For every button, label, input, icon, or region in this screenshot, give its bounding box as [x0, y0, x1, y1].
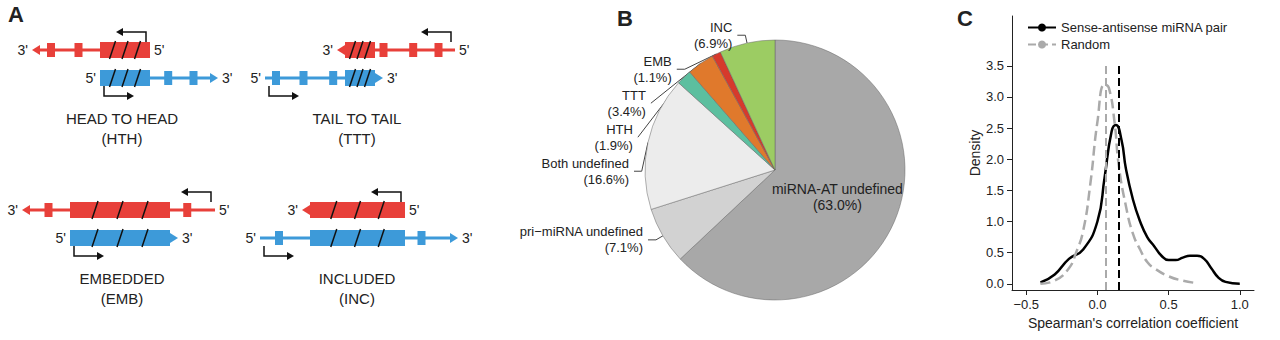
svg-text:3.5: 3.5 — [986, 58, 1004, 73]
svg-text:2.0: 2.0 — [986, 152, 1004, 167]
svg-text:(7.1%): (7.1%) — [605, 240, 643, 255]
svg-text:pri−miRNA undefined: pri−miRNA undefined — [520, 224, 643, 239]
svg-text:(HTH): (HTH) — [102, 130, 143, 147]
svg-text:5': 5' — [86, 70, 96, 86]
svg-text:INC: INC — [710, 20, 732, 35]
svg-text:3': 3' — [8, 202, 18, 218]
svg-text:3': 3' — [462, 230, 472, 246]
svg-text:B: B — [617, 6, 633, 31]
svg-text:Density: Density — [967, 130, 983, 177]
svg-text:5': 5' — [246, 230, 256, 246]
svg-text:(TTT): (TTT) — [338, 130, 375, 147]
svg-text:TAIL TO TAIL: TAIL TO TAIL — [313, 110, 402, 127]
svg-text:3': 3' — [18, 42, 28, 58]
svg-text:0.0: 0.0 — [986, 276, 1004, 291]
svg-text:5': 5' — [154, 42, 164, 58]
svg-text:miRNA-AT undefined: miRNA-AT undefined — [772, 181, 903, 197]
svg-text:Spearman's correlation coeffic: Spearman's correlation coefficient — [1028, 315, 1238, 331]
svg-text:HEAD TO HEAD: HEAD TO HEAD — [66, 110, 178, 127]
svg-text:(EMB): (EMB) — [101, 290, 144, 307]
svg-text:1.0: 1.0 — [986, 214, 1004, 229]
svg-text:(3.4%): (3.4%) — [608, 104, 646, 119]
svg-text:0.5: 0.5 — [1160, 297, 1178, 312]
svg-text:3': 3' — [323, 42, 333, 58]
svg-text:5': 5' — [251, 70, 261, 86]
svg-text:(1.1%): (1.1%) — [633, 70, 671, 85]
svg-text:5': 5' — [409, 202, 419, 218]
svg-text:Sense-antisense miRNA pair: Sense-antisense miRNA pair — [1061, 20, 1228, 35]
svg-text:(INC): (INC) — [339, 290, 375, 307]
svg-text:INCLUDED: INCLUDED — [319, 270, 396, 287]
svg-text:0.5: 0.5 — [986, 245, 1004, 260]
svg-text:3': 3' — [387, 70, 397, 86]
svg-text:Both undefined: Both undefined — [542, 156, 629, 171]
svg-text:EMBEDDED: EMBEDDED — [79, 270, 164, 287]
svg-text:5': 5' — [459, 42, 469, 58]
svg-text:1.0: 1.0 — [1231, 297, 1249, 312]
svg-text:A: A — [8, 2, 24, 27]
svg-text:5': 5' — [56, 230, 66, 246]
svg-text:TTT: TTT — [622, 88, 646, 103]
svg-text:0.0: 0.0 — [1088, 297, 1106, 312]
svg-text:1.5: 1.5 — [986, 183, 1004, 198]
svg-text:(63.0%): (63.0%) — [813, 197, 862, 213]
svg-text:(6.9%): (6.9%) — [694, 36, 732, 51]
svg-text:3': 3' — [222, 70, 232, 86]
svg-text:C: C — [957, 6, 973, 31]
svg-text:HTH: HTH — [606, 122, 633, 137]
svg-text:Random: Random — [1061, 37, 1110, 52]
svg-text:3': 3' — [288, 202, 298, 218]
svg-text:2.5: 2.5 — [986, 121, 1004, 136]
svg-text:3': 3' — [182, 230, 192, 246]
svg-text:EMB: EMB — [644, 54, 672, 69]
svg-text:−0.5: −0.5 — [1013, 297, 1039, 312]
svg-text:3.0: 3.0 — [986, 89, 1004, 104]
svg-text:5': 5' — [219, 202, 229, 218]
svg-text:(16.6%): (16.6%) — [583, 172, 629, 187]
svg-text:(1.9%): (1.9%) — [595, 138, 633, 153]
